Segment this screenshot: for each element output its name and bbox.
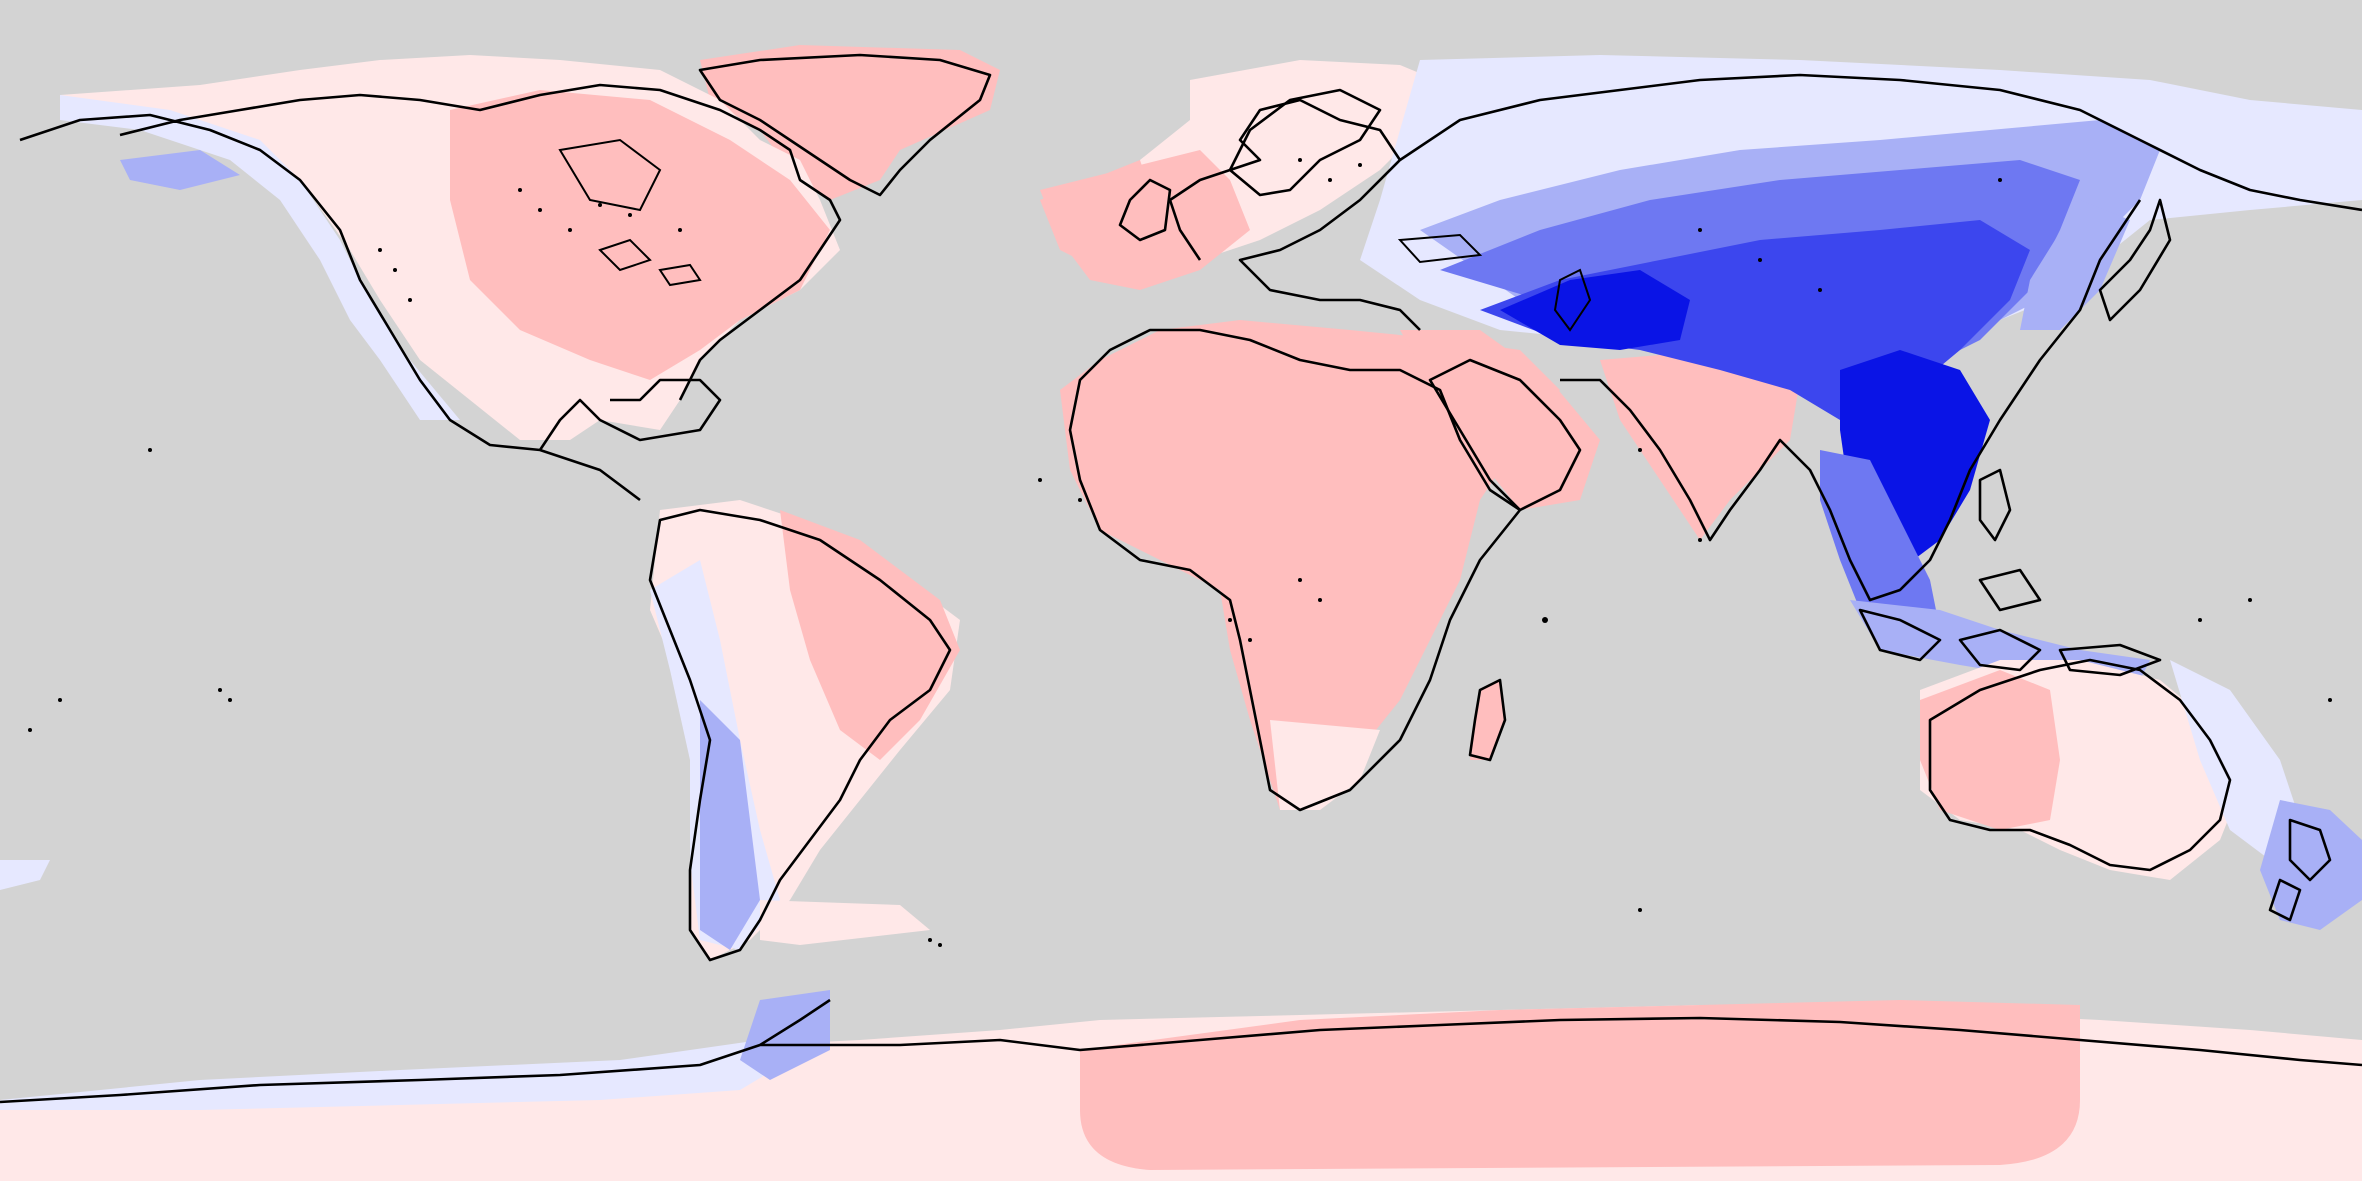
central-asia-strong-cool — [1500, 270, 1690, 350]
new-zealand-cool — [2260, 800, 2362, 930]
coastline-europe — [1168, 98, 1421, 331]
middle-east-warm — [1400, 330, 1600, 510]
coastline-scandinavia — [1228, 88, 1382, 197]
coastline-arabia — [1428, 358, 1582, 512]
brazil-warm — [780, 510, 960, 760]
great-lakes — [598, 238, 702, 287]
coastline-south-america — [648, 508, 952, 962]
coastline-north-america — [19, 83, 842, 502]
coastline-asia — [1399, 73, 2362, 602]
lake-outline-layer — [558, 138, 1592, 332]
iceland-region-warm — [1040, 160, 1160, 270]
island-dots-layer — [28, 158, 2332, 947]
africa-fill — [1060, 320, 1560, 810]
antarctica-warm-region — [1080, 1000, 2080, 1170]
anomaly-fill-layer — [0, 45, 2362, 1181]
coastline-greenland — [698, 53, 992, 197]
west-coast-cool — [60, 95, 460, 420]
antarctic-peninsula-cool-2 — [740, 990, 830, 1080]
caspian-sea — [1553, 268, 1592, 332]
andes-cool-2 — [700, 700, 760, 950]
coastline-madagascar — [1468, 678, 1507, 762]
patagonia-fill — [760, 900, 930, 945]
coastline-layer — [0, 53, 2362, 1104]
coastline-africa — [1068, 328, 1522, 812]
coastline-japan — [2098, 198, 2172, 322]
hudson-bay — [558, 138, 662, 212]
southeast-asia-cool — [1820, 450, 1940, 640]
alaska-cool — [120, 150, 240, 190]
coastline-new-zealand — [2268, 818, 2332, 922]
india-warm — [1600, 350, 1800, 540]
antarctic-peninsula-cool — [0, 1000, 830, 1110]
southern-africa-fill — [1270, 720, 1380, 810]
south-pacific-cool — [0, 860, 50, 890]
coastline-australia — [1928, 658, 2232, 872]
east-australia-cool — [2170, 660, 2300, 860]
black-sea — [1397, 233, 1483, 264]
coastline-philippines — [1978, 468, 2012, 542]
coastline-indonesia — [1858, 568, 2162, 677]
east-asia-coast-cool — [2020, 200, 2130, 330]
north-america-warm — [450, 90, 830, 380]
coastline-uk — [1118, 178, 1172, 242]
coastline-antarctica — [0, 998, 2362, 1104]
greenland-fill — [700, 45, 1000, 200]
australia-warm — [1920, 670, 2060, 830]
